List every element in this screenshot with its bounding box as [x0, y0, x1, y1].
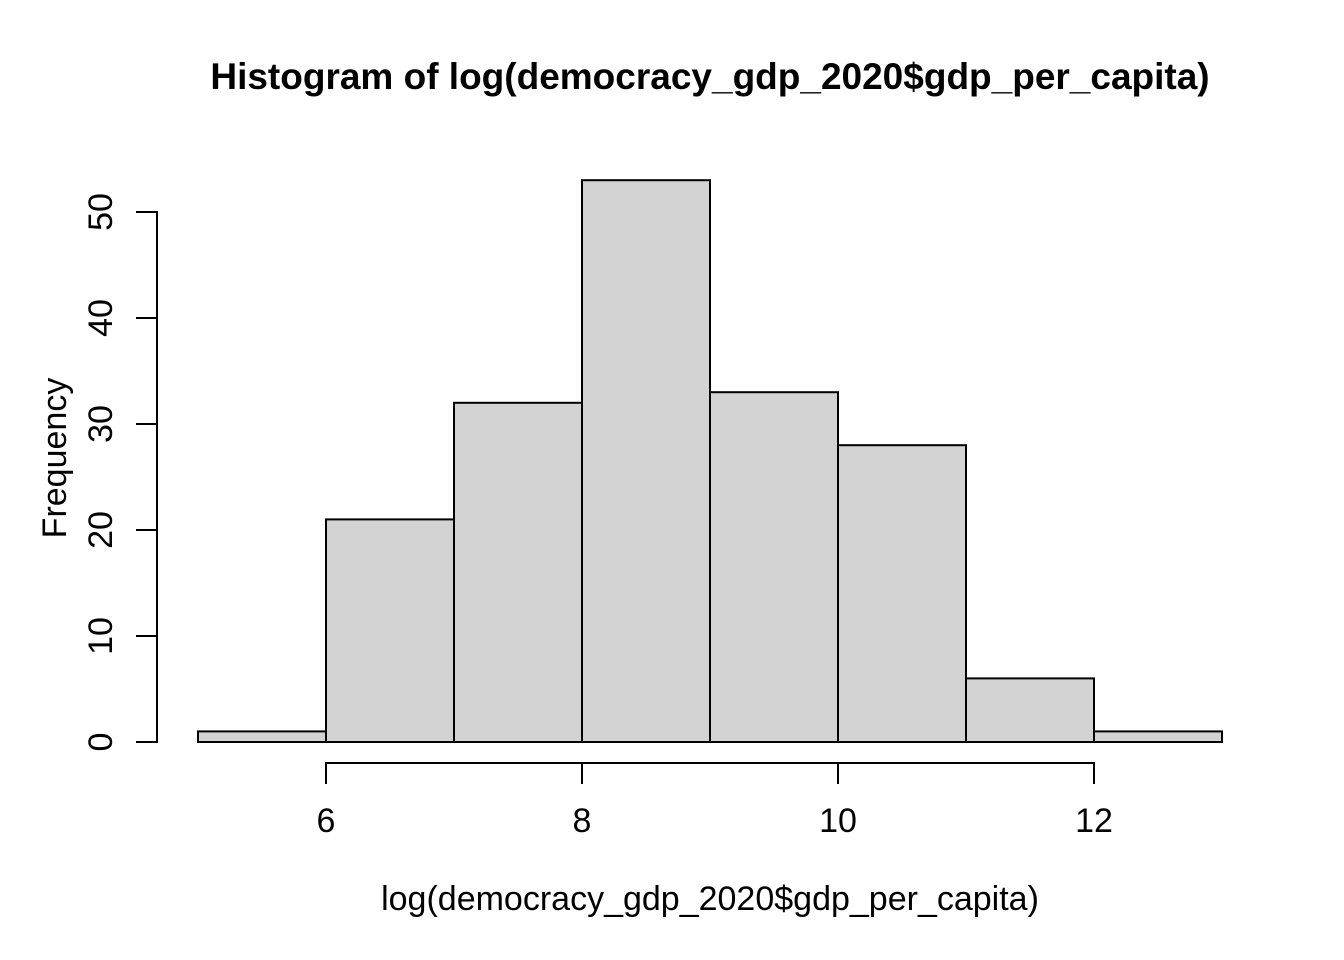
x-axis-tick-label: 8	[573, 802, 592, 840]
y-axis-tick-label: 50	[82, 193, 120, 231]
y-axis-tick-label: 0	[82, 733, 120, 752]
chart-title: Histogram of log(democracy_gdp_2020$gdp_…	[210, 56, 1210, 97]
y-axis-tick-label: 20	[82, 511, 120, 549]
histogram-bar	[453, 401, 583, 743]
histogram-bar	[965, 677, 1095, 744]
x-axis-tick-label: 12	[1075, 802, 1113, 840]
x-axis-tick-label: 10	[819, 802, 857, 840]
y-axis-tick-label: 30	[82, 405, 120, 443]
x-axis-label: log(democracy_gdp_2020$gdp_per_capita)	[381, 880, 1039, 918]
histogram-bar	[837, 444, 967, 743]
histogram-bar	[581, 179, 711, 743]
y-axis-tick-label: 10	[82, 617, 120, 655]
x-axis-tick-label: 6	[317, 802, 336, 840]
histogram-bar	[197, 730, 327, 744]
y-axis-tick-label: 40	[82, 299, 120, 337]
histogram-bar	[709, 391, 839, 743]
histogram-bar	[1093, 730, 1223, 744]
histogram-bar	[325, 518, 455, 744]
